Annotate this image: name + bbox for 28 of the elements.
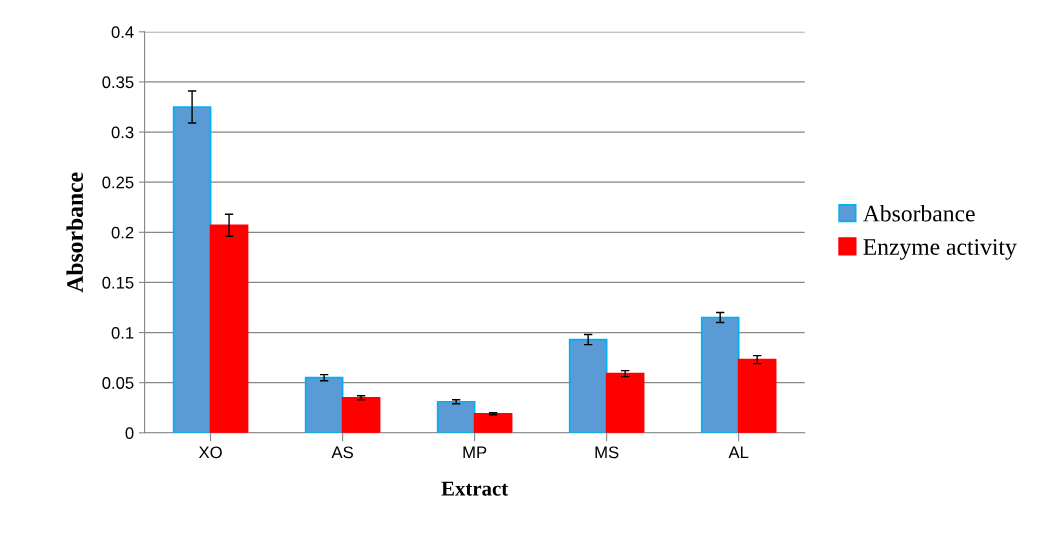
y-tick-label: 0.35 <box>102 76 134 89</box>
bar <box>304 376 344 433</box>
x-tick-label: AL <box>728 446 749 459</box>
y-tick-label: 0.1 <box>111 326 134 339</box>
legend-label: Absorbance <box>862 204 975 222</box>
y-tick-label: 0.4 <box>111 26 134 38</box>
y-tick-label: 0.3 <box>111 126 134 139</box>
bar <box>172 106 212 433</box>
bar <box>605 372 645 433</box>
y-tick-label: 0.15 <box>102 276 134 289</box>
bar <box>700 316 740 433</box>
bar <box>341 396 381 433</box>
bar <box>737 358 777 433</box>
y-tick-label: 0 <box>125 427 134 440</box>
y-tick-label: 0.25 <box>102 176 134 189</box>
x-tick-label: AS <box>331 446 353 459</box>
x-tick-label: MS <box>595 446 619 459</box>
legend-label: Enzyme activity <box>863 239 1017 260</box>
x-tick-label: XO <box>198 446 222 459</box>
x-axis-title: Extract <box>441 481 509 496</box>
bar <box>209 224 249 433</box>
y-tick-label: 0.2 <box>111 226 134 239</box>
y-tick-label: 0.05 <box>102 377 134 389</box>
bar <box>568 338 608 433</box>
x-tick-label: MP <box>463 446 487 459</box>
y-axis-title: Absorbance <box>66 172 84 293</box>
bar <box>436 400 476 433</box>
bar <box>473 412 513 433</box>
